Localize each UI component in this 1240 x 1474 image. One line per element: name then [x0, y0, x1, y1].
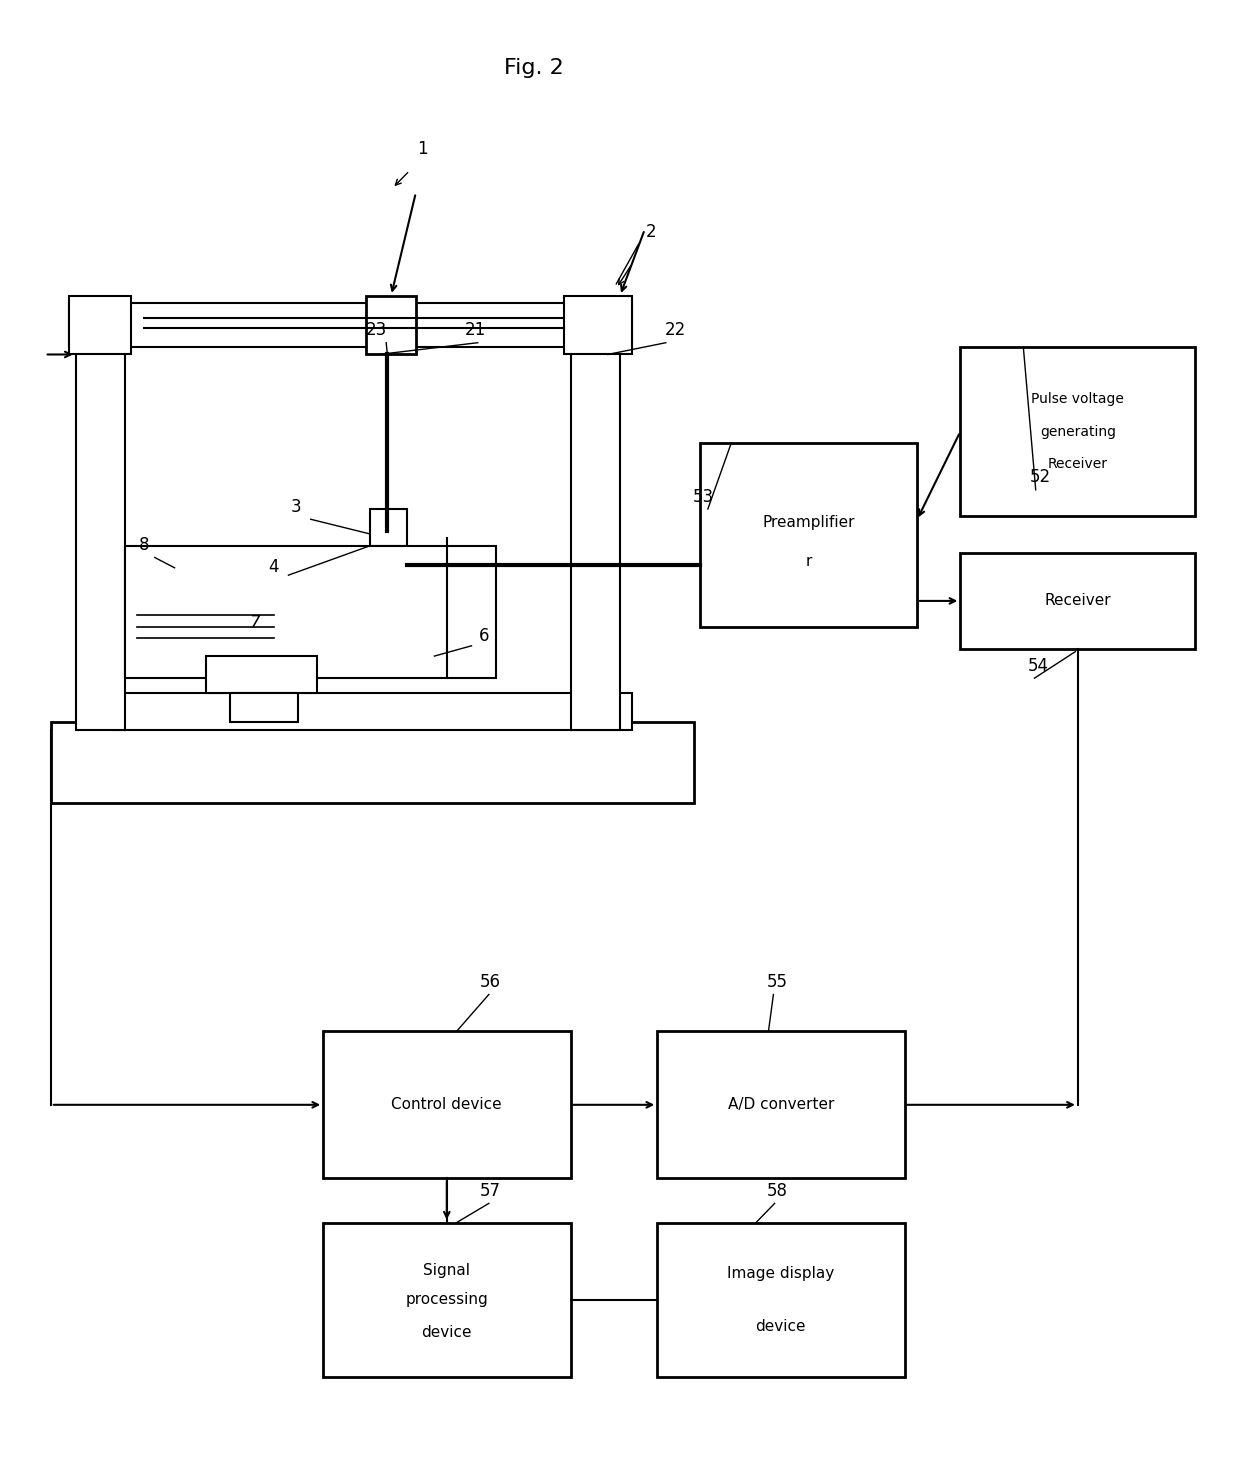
Text: 1: 1	[417, 140, 428, 158]
Text: Receiver: Receiver	[1044, 594, 1111, 609]
Text: Receiver: Receiver	[1048, 457, 1107, 472]
Bar	[657, 1222, 904, 1377]
Bar	[69, 296, 131, 354]
Bar	[69, 304, 632, 346]
Bar	[324, 1222, 570, 1377]
Text: Image display: Image display	[727, 1266, 835, 1281]
Text: Preamplifier: Preamplifier	[763, 516, 854, 531]
Bar	[960, 553, 1195, 649]
Text: 52: 52	[1030, 469, 1052, 486]
Text: generating: generating	[1040, 425, 1116, 439]
Text: 54: 54	[1028, 657, 1049, 675]
Text: Fig. 2: Fig. 2	[503, 57, 563, 78]
Bar	[564, 296, 632, 354]
Text: 6: 6	[479, 628, 489, 646]
Bar	[231, 693, 299, 722]
Text: 2: 2	[646, 223, 656, 240]
Text: 22: 22	[665, 321, 686, 339]
Text: 7: 7	[249, 615, 260, 632]
Text: A/D converter: A/D converter	[728, 1097, 835, 1113]
Bar	[113, 693, 632, 730]
Bar	[76, 311, 125, 730]
Text: r: r	[806, 554, 812, 569]
Bar	[51, 722, 694, 803]
Text: 53: 53	[692, 488, 713, 506]
Text: 56: 56	[480, 973, 501, 991]
Text: 58: 58	[766, 1182, 787, 1200]
Text: 8: 8	[139, 537, 149, 554]
Text: 57: 57	[480, 1182, 501, 1200]
Bar	[366, 296, 415, 354]
Text: Control device: Control device	[392, 1097, 502, 1113]
Text: 21: 21	[465, 321, 486, 339]
Bar	[701, 442, 916, 626]
Bar	[370, 509, 407, 545]
Text: device: device	[755, 1319, 806, 1334]
Bar	[657, 1032, 904, 1178]
Text: 23: 23	[366, 321, 387, 339]
Bar	[570, 311, 620, 730]
Text: Signal: Signal	[423, 1263, 470, 1278]
Bar	[206, 656, 317, 693]
Bar	[960, 346, 1195, 516]
Text: processing: processing	[405, 1293, 489, 1307]
Text: device: device	[422, 1325, 472, 1340]
Text: 55: 55	[766, 973, 787, 991]
Bar	[324, 1032, 570, 1178]
Bar	[125, 545, 496, 678]
Text: 4: 4	[268, 559, 279, 576]
Text: Pulse voltage: Pulse voltage	[1032, 392, 1125, 407]
Text: 3: 3	[290, 498, 301, 516]
